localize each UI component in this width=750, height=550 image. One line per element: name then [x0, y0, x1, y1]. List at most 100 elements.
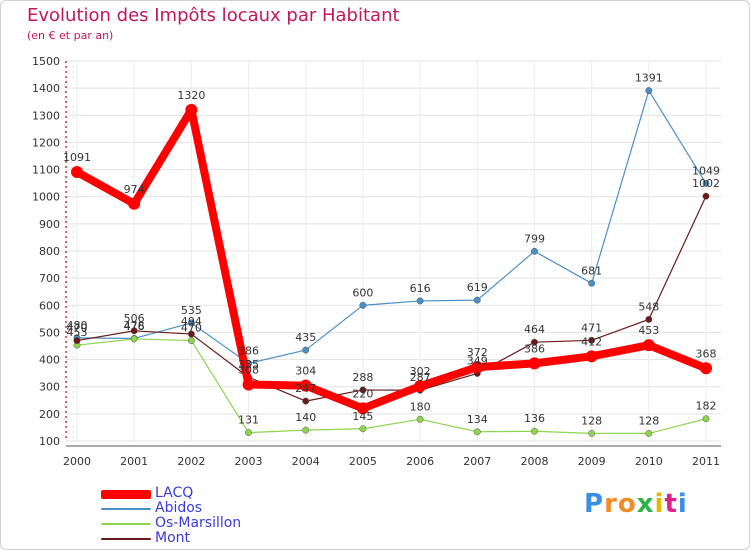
data-label-os-marsillon: 140	[295, 411, 316, 424]
legend-label: LACQ	[155, 485, 194, 501]
data-label-os-marsillon: 476	[124, 320, 145, 333]
data-point-mont	[531, 338, 538, 346]
data-point-abidos	[702, 179, 710, 187]
data-point-lacq	[528, 357, 541, 370]
data-label-mont: 288	[352, 371, 373, 384]
data-label-lacq: 302	[410, 365, 431, 378]
y-tick-label: 400	[39, 354, 60, 367]
legend-item-os-marsillon: Os-Marsillon	[101, 515, 321, 531]
x-tick-label: 2007	[463, 455, 491, 468]
data-label-mont: 247	[295, 382, 316, 395]
data-label-abidos: 480	[67, 319, 88, 332]
data-point-lacq	[356, 402, 369, 415]
legend-label: Mont	[155, 530, 191, 546]
x-tick-label: 2004	[292, 455, 320, 468]
brand-logo: Proxiti	[584, 489, 688, 519]
y-tick-label: 1300	[32, 109, 60, 122]
data-point-lacq	[71, 166, 83, 179]
legend-item-lacq: LACQ	[101, 485, 321, 501]
data-point-abidos	[416, 297, 424, 305]
data-label-lacq: 304	[295, 365, 316, 378]
data-point-abidos	[359, 301, 367, 309]
x-tick-label: 2000	[63, 455, 91, 468]
y-tick-label: 1200	[32, 136, 60, 149]
chart-title: Evolution des Impôts locaux par Habitant	[27, 5, 400, 26]
legend-swatch	[101, 508, 151, 510]
data-label-mont: 335	[238, 358, 259, 371]
data-label-os-marsillon: 453	[67, 326, 88, 339]
data-label-abidos: 799	[524, 232, 545, 245]
data-point-abidos	[588, 279, 596, 287]
data-point-os-marsillon	[645, 429, 653, 437]
data-point-mont	[302, 397, 310, 405]
data-point-lacq	[471, 361, 484, 374]
data-label-mont: 548	[638, 300, 659, 313]
y-tick-label: 500	[39, 326, 60, 339]
legend: LACQ Abidos Os-Marsillon Mont	[101, 485, 321, 546]
data-point-abidos	[531, 247, 538, 255]
y-tick-label: 100	[39, 435, 60, 448]
data-label-os-marsillon: 134	[467, 413, 488, 426]
data-label-mont: 471	[581, 321, 602, 334]
data-label-mont: 287	[410, 371, 431, 384]
data-point-os-marsillon	[302, 426, 310, 434]
data-point-lacq	[185, 103, 198, 116]
y-tick-label: 600	[39, 299, 60, 312]
brand-letter: o	[617, 489, 637, 519]
y-tick-label: 800	[39, 245, 60, 258]
data-label-abidos: 386	[238, 344, 259, 357]
data-label-os-marsillon: 470	[181, 322, 202, 335]
axis-layer: 1002003004005006007008009001000110012001…	[32, 55, 721, 468]
brand-letter: r	[604, 489, 618, 519]
data-point-os-marsillon	[245, 429, 252, 437]
y-tick-label: 1400	[32, 82, 60, 95]
data-label-lacq: 974	[124, 183, 145, 196]
x-tick-label: 2009	[578, 455, 606, 468]
data-label-abidos: 616	[410, 282, 431, 295]
data-label-lacq: 372	[467, 346, 488, 359]
data-label-mont: 470	[67, 322, 88, 335]
data-label-abidos: 1049	[692, 164, 720, 177]
legend-item-mont: Mont	[101, 530, 321, 546]
grid-layer	[66, 60, 721, 442]
y-tick-label: 300	[39, 381, 60, 394]
series-line-mont	[76, 195, 707, 402]
y-tick-label: 1500	[32, 55, 60, 68]
data-label-abidos: 600	[352, 286, 373, 299]
y-tick-label: 1100	[32, 164, 60, 177]
x-tick-label: 2011	[692, 455, 720, 468]
y-tick-label: 700	[39, 272, 60, 285]
x-tick-label: 2006	[406, 455, 434, 468]
data-point-abidos	[302, 346, 310, 354]
data-label-lacq: 453	[638, 324, 659, 337]
series-line-lacq	[73, 105, 710, 413]
data-point-lacq	[299, 379, 312, 392]
data-point-mont	[187, 330, 195, 338]
data-label-mont: 506	[124, 312, 145, 325]
data-point-mont	[73, 337, 81, 345]
data-label-os-marsillon: 136	[524, 412, 545, 425]
data-point-abidos	[473, 296, 481, 304]
brand-letter: P	[584, 489, 605, 519]
series-line-os-marsillon	[76, 338, 707, 434]
data-label-os-marsillon: 128	[581, 414, 602, 427]
data-label-abidos: 681	[581, 264, 602, 277]
data-point-mont	[645, 315, 653, 323]
x-tick-label: 2003	[235, 455, 263, 468]
data-label-os-marsillon: 145	[352, 410, 373, 423]
data-label-lacq: 1091	[63, 151, 91, 164]
data-label-abidos: 478	[124, 319, 145, 332]
data-label-lacq: 220	[352, 387, 373, 400]
data-label-abidos: 535	[181, 304, 202, 317]
x-tick-label: 2001	[120, 455, 148, 468]
data-point-lacq	[128, 197, 141, 210]
data-label-mont: 494	[181, 315, 202, 328]
data-point-mont	[588, 336, 596, 344]
data-label-abidos: 435	[295, 331, 316, 344]
data-point-mont	[359, 386, 367, 394]
data-label-lacq: 386	[524, 342, 545, 355]
x-tick-label: 2005	[349, 455, 377, 468]
x-tick-label: 2010	[635, 455, 663, 468]
y-tick-label: 900	[39, 218, 60, 231]
data-label-abidos: 1391	[635, 72, 663, 85]
